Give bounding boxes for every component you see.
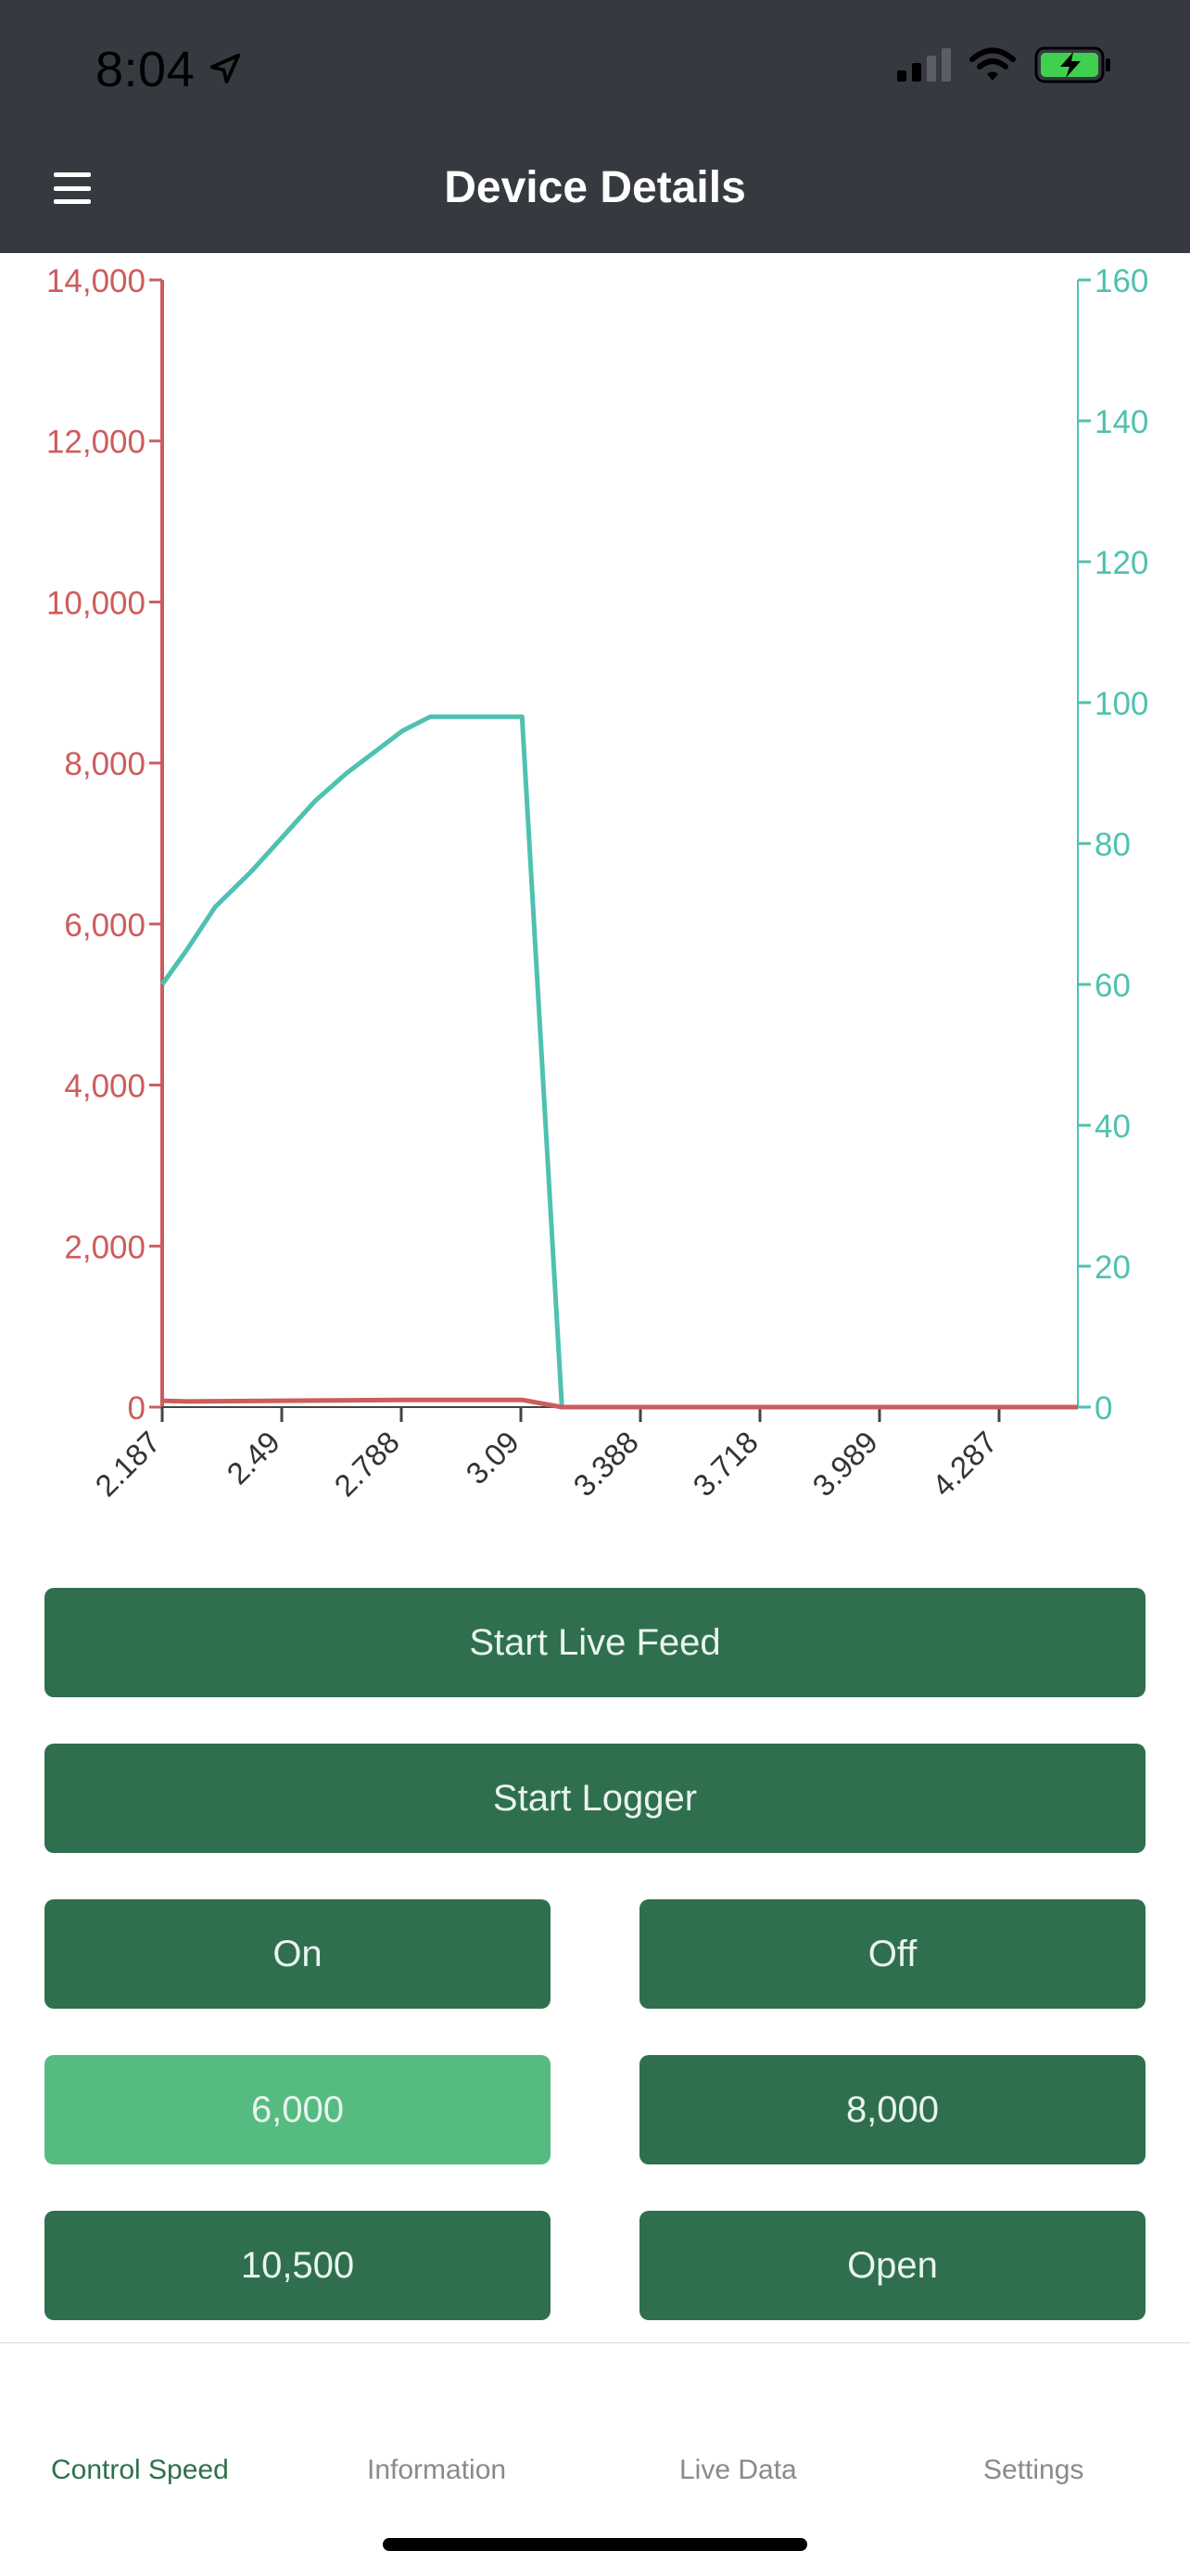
right-axis-tick-label: 160	[1095, 263, 1148, 299]
x-axis-tick-label: 2.788	[327, 1425, 406, 1504]
x-axis-tick-label: 3.718	[686, 1425, 765, 1504]
tab-settings[interactable]: Settings	[983, 2455, 1084, 2485]
status-time-text: 8:04	[95, 42, 196, 97]
speed-8000-button[interactable]: 8,000	[639, 2055, 1146, 2164]
page-title: Device Details	[444, 163, 746, 212]
x-axis-tick-label: 2.49	[220, 1425, 286, 1491]
left-axis-tick-label: 10,000	[46, 585, 146, 621]
dual-axis-line-chart: 0 2,000 4,000 6,000 8,000 10,000 12,000 14,000 0…	[46, 263, 1148, 1504]
cellular-signal-icon	[897, 48, 951, 86]
left-axis-series-line	[161, 1397, 1078, 1410]
hamburger-menu-icon[interactable]	[54, 172, 91, 204]
bottom-tab-bar: Control Speed Information Live Data Sett…	[0, 2342, 1190, 2576]
right-axis-tick-label: 0	[1095, 1390, 1112, 1427]
right-axis-tick-label: 20	[1095, 1250, 1131, 1286]
app-header: 8:04	[0, 0, 1190, 253]
x-axis-tick-label: 3.388	[566, 1425, 645, 1504]
right-axis-tick-label: 140	[1095, 404, 1148, 440]
x-axis-tick-label: 3.989	[805, 1425, 884, 1504]
left-axis-tick-label: 2,000	[64, 1229, 146, 1265]
right-axis-tick-label: 80	[1095, 827, 1131, 863]
location-arrow-icon	[208, 41, 243, 98]
tab-live-data[interactable]: Live Data	[679, 2455, 797, 2485]
speed-6000-button[interactable]: 6,000	[44, 2055, 551, 2164]
x-axis-tick-label: 4.287	[925, 1425, 1004, 1504]
left-axis-tick-label: 8,000	[64, 746, 146, 782]
off-button[interactable]: Off	[639, 1899, 1146, 2009]
left-axis-tick-label: 12,000	[46, 425, 146, 461]
right-axis-tick-label: 120	[1095, 545, 1148, 581]
left-axis-tick-label: 4,000	[64, 1069, 146, 1105]
home-indicator	[383, 2538, 807, 2551]
left-axis-tick-label: 6,000	[64, 907, 146, 944]
right-axis-tick-label: 40	[1095, 1109, 1131, 1145]
right-axis-tick-label: 100	[1095, 686, 1148, 722]
x-axis-tick-label: 2.187	[88, 1425, 167, 1504]
tab-information[interactable]: Information	[367, 2455, 507, 2485]
battery-charging-icon	[1034, 46, 1112, 88]
x-axis-tick-label: 3.09	[459, 1425, 525, 1491]
status-time: 8:04	[95, 41, 243, 98]
left-axis-tick-label: 14,000	[46, 263, 146, 299]
on-button[interactable]: On	[44, 1899, 551, 2009]
wifi-icon	[969, 47, 1016, 87]
status-icons	[897, 46, 1112, 88]
tab-control-speed[interactable]: Control Speed	[51, 2455, 229, 2485]
speed-10500-button[interactable]: 10,500	[44, 2211, 551, 2320]
left-axis-tick-label: 0	[128, 1390, 146, 1427]
open-button[interactable]: Open	[639, 2211, 1146, 2320]
right-axis-tick-label: 60	[1095, 968, 1131, 1004]
start-logger-button[interactable]: Start Logger	[44, 1744, 1146, 1853]
start-live-feed-button[interactable]: Start Live Feed	[44, 1588, 1146, 1697]
right-axis-series-line	[159, 714, 1078, 1410]
